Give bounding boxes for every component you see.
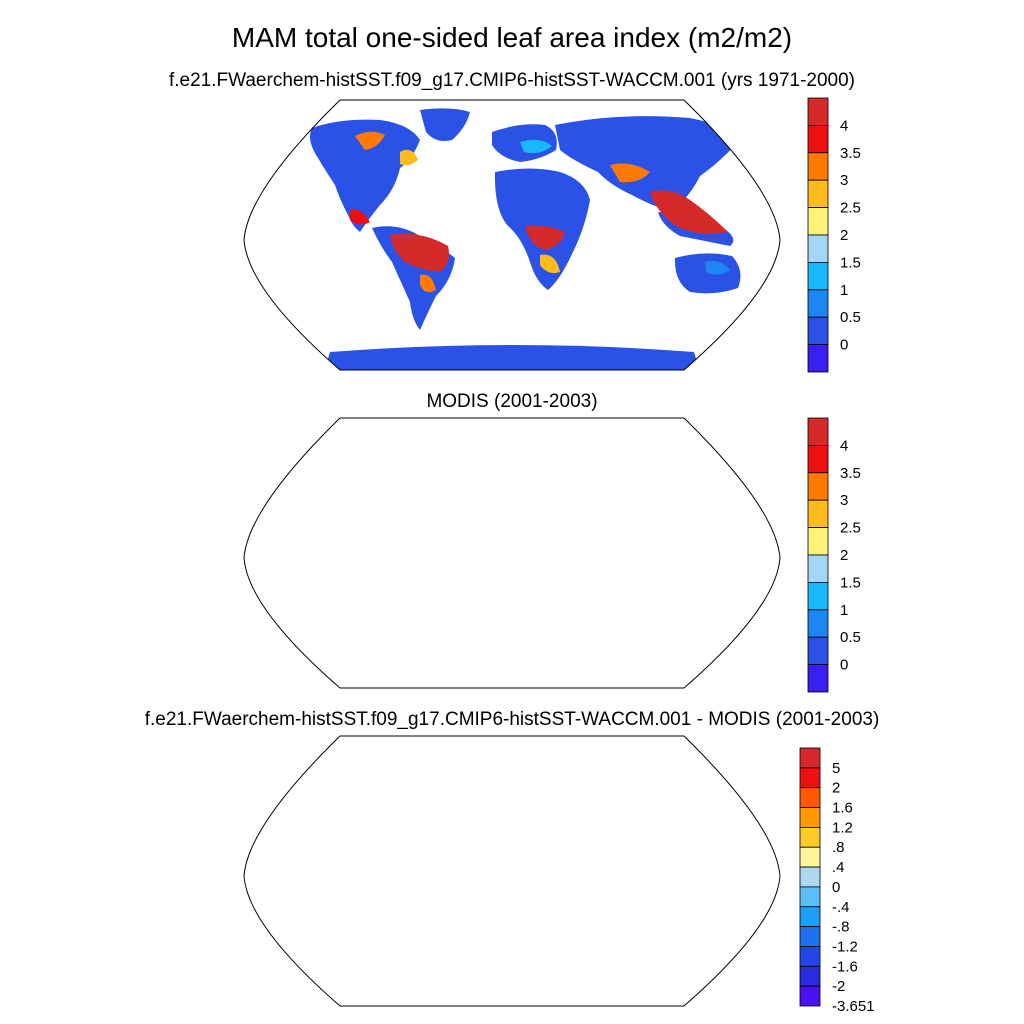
colorbar-tick-label: 3 — [840, 172, 848, 189]
colorbar-tick-label: 4 — [840, 117, 848, 134]
colorbar-swatch — [799, 886, 821, 908]
colorbar-swatch — [807, 344, 829, 373]
colorbar-tick-label: 2 — [840, 547, 848, 564]
colorbar-swatch — [807, 554, 829, 583]
colorbar-panel-1: 4 3.5 3 2.5 2 1.5 1 0.5 0 — [807, 97, 861, 373]
panel-1-title: f.e21.FWaerchem-histSST.f09_g17.CMIP6-hi… — [168, 70, 855, 91]
colorbar-tick-label: 3.5 — [840, 145, 861, 162]
colorbar-tick-label: 1.2 — [832, 819, 853, 836]
colorbar-swatch — [807, 444, 829, 474]
colorbar-swatch — [807, 97, 829, 126]
colorbar-tick-label: -3.651 — [832, 998, 875, 1015]
colorbar-tick-label: 4 — [840, 437, 848, 454]
colorbar-tick-label: 2.5 — [840, 520, 861, 537]
colorbar-swatch — [807, 417, 829, 446]
colorbar-swatch — [807, 472, 829, 501]
colorbar-tick-label: 2 — [832, 780, 840, 797]
panel-2-title: MODIS (2001-2003) — [426, 391, 598, 412]
colorbar-tick-label: -.8 — [832, 919, 850, 936]
map-panel-3 — [243, 735, 781, 1007]
figure-title: MAM total one-sided leaf area index (m2/… — [231, 22, 793, 53]
colorbar-tick-label: 3.5 — [840, 465, 861, 482]
colorbar-tick-label: 1.5 — [840, 574, 861, 591]
colorbar-swatch — [807, 609, 829, 638]
colorbar-tick-label: .4 — [832, 859, 845, 876]
colorbar-tick-label: 2.5 — [840, 200, 861, 217]
colorbar-swatch — [799, 985, 821, 1007]
colorbar-tick-label: 1 — [840, 602, 848, 619]
colorbar-swatch — [807, 179, 829, 208]
colorbar-swatch — [799, 826, 821, 848]
colorbar-panel-3: 5 2 1.6 1.2 .8 .4 0 -.4 -.8 -1.2 -1.6 -2 -3.651 — [799, 747, 875, 1015]
colorbar-swatch — [799, 906, 821, 928]
colorbar-swatch — [799, 946, 821, 967]
colorbar-tick-label: 0 — [832, 879, 840, 896]
panel-3-title: f.e21.FWaerchem-histSST.f09_g17.CMIP6-hi… — [144, 709, 880, 730]
colorbar-swatch — [807, 499, 829, 529]
colorbar-swatch — [807, 261, 829, 291]
colorbar-tick-label: -2 — [832, 978, 845, 995]
colorbar-swatch — [799, 747, 821, 769]
colorbar-swatch — [807, 234, 829, 263]
colorbar-tick-label: 1 — [840, 282, 848, 299]
colorbar-swatch — [807, 207, 829, 236]
colorbar-tick-label: .8 — [832, 839, 845, 856]
colorbar-tick-label: 0.5 — [840, 629, 861, 646]
colorbar-swatch — [807, 527, 829, 556]
colorbar-tick-label: -1.6 — [832, 958, 858, 975]
colorbar-swatch — [799, 965, 821, 987]
colorbar-swatch — [799, 846, 821, 868]
colorbar-tick-label: 1.5 — [840, 254, 861, 271]
colorbar-swatch — [807, 289, 829, 318]
colorbar-swatch — [799, 767, 821, 789]
colorbar-tick-label: 0 — [840, 657, 848, 674]
colorbar-tick-label: 2 — [840, 227, 848, 244]
colorbar-tick-label: -.4 — [832, 899, 850, 916]
map-panel-2 — [243, 417, 781, 689]
colorbar-swatch — [807, 582, 829, 611]
colorbar-tick-label: 3 — [840, 492, 848, 509]
colorbar-tick-label: 0 — [840, 337, 848, 354]
colorbar-swatch — [799, 926, 821, 947]
colorbar-swatch — [807, 664, 829, 693]
colorbar-swatch — [807, 316, 829, 346]
colorbar-swatch — [807, 125, 829, 154]
colorbar-tick-label: 0.5 — [840, 309, 861, 326]
colorbar-swatch — [807, 152, 829, 181]
colorbar-tick-label: 5 — [832, 760, 840, 777]
colorbar-panel-2: 4 3.5 3 2.5 2 1.5 1 0.5 0 — [807, 417, 861, 693]
map-panel-1 — [243, 99, 781, 371]
colorbar-swatch — [799, 787, 821, 808]
colorbar-tick-label: -1.2 — [832, 938, 858, 955]
colorbar-swatch — [799, 807, 821, 828]
colorbar-swatch — [807, 636, 829, 666]
colorbar-tick-label: 1.6 — [832, 800, 853, 817]
colorbar-swatch — [799, 866, 821, 888]
